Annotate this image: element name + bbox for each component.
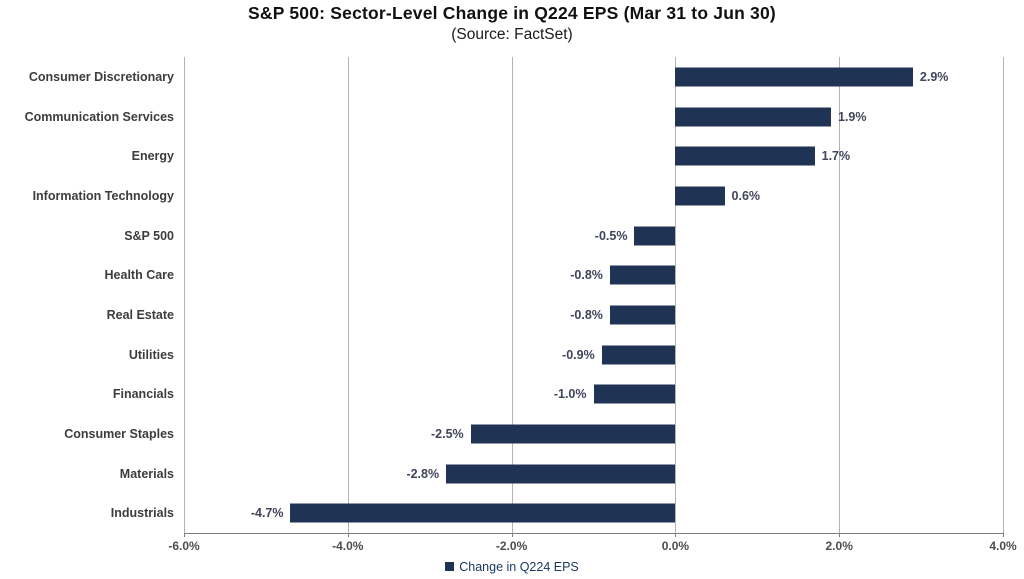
gridline [675,57,677,533]
legend-swatch-icon [445,562,455,571]
chart-title: S&P 500: Sector-Level Change in Q224 EPS… [248,3,776,23]
bar [634,226,676,245]
bar [675,67,913,87]
bar-value-label: -0.5% [594,228,628,243]
gridline [839,57,841,533]
chart-subtitle: (Source: FactSet) [451,26,573,43]
bar [470,424,676,444]
axis-tick-mark [839,533,841,537]
bar-value-label: -1.0% [553,387,587,402]
category-label: Health Care [104,268,174,283]
axis-tick-mark [184,533,185,537]
axis-tick-label: -4.0% [332,539,364,553]
category-label: Financials [112,387,174,402]
plot-area: 2.9% 1.9% 1.7% 0.6% -0.5% -0.8% -0.8% -0.9% -1.0… [184,57,1004,537]
axis-tick-mark [1003,533,1004,537]
category-label: Energy [131,149,174,164]
bar-value-label: -2.5% [431,426,464,441]
category-label: Consumer Discretionary [28,69,174,84]
legend-label: Change in Q224 EPS [459,559,579,574]
bar-value-label: -0.8% [570,268,603,283]
axis-tick-mark [675,533,677,537]
category-label: Industrials [110,506,174,521]
gridline [1003,57,1004,533]
bar [601,345,676,364]
axis-tick-label: 0.0% [661,539,690,553]
bar-value-label: 2.9% [919,69,949,84]
bar-value-label: 0.6% [731,188,761,203]
gridline [347,57,349,533]
legend: Change in Q224 EPS [0,558,1024,576]
bar [675,107,831,126]
bar [675,146,815,166]
axis-tick-label: -6.0% [168,539,200,553]
bar-value-label: 1.7% [821,149,851,164]
category-label: Utilities [128,347,174,362]
value-axis: -6.0% -4.0% -2.0% 0.0% 2.0% 4.0% [168,539,1016,555]
bar-value-label: -2.8% [406,466,440,481]
bar-value-label: 1.9% [838,109,867,124]
chart-header: S&P 500: Sector-Level Change in Q224 EPS… [0,3,1024,44]
category-label: Consumer Staples [64,426,174,441]
category-label: Communication Services [24,109,174,124]
axis-tick-label: -2.0% [495,539,528,553]
bar-value-label: -0.8% [570,307,603,322]
bar-value-label: -0.9% [562,347,595,362]
axis-tick-label: 4.0% [989,539,1017,553]
category-label: Materials [119,466,174,481]
category-axis: Consumer Discretionary Communication Serv… [0,57,174,533]
axis-tick-mark [347,533,349,537]
gridline [511,57,513,533]
bar [675,186,725,206]
bar [609,305,676,325]
bar [446,464,676,483]
category-label: Real Estate [106,307,174,322]
bar-value-label: -4.7% [250,506,284,521]
axis-tick-label: 2.0% [825,539,853,553]
bar [593,384,676,404]
bar [609,265,676,285]
bar [290,503,676,523]
category-label: S&P 500 [124,228,174,243]
category-label: Information Technology [32,188,174,203]
axis-tick-mark [511,533,513,537]
gridline [184,57,185,533]
